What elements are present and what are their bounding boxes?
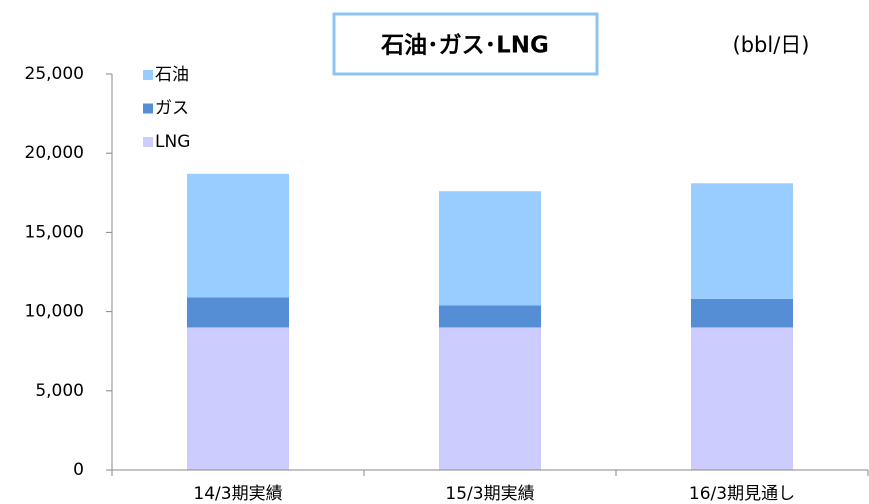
bar-segment: [187, 327, 289, 470]
bar-segment: [691, 327, 793, 470]
legend-label: ガス: [155, 99, 189, 119]
title-box: [332, 12, 599, 76]
bar-segment: [691, 298, 793, 328]
y-tick-label: 10,000: [25, 302, 84, 322]
y-tick-label: 20,000: [25, 143, 84, 163]
bar-segment: [439, 305, 541, 328]
legend-label: LNG: [155, 132, 190, 152]
y-tick-label: 5,000: [35, 381, 84, 401]
bar-segment: [187, 173, 289, 298]
bar-segment: [691, 183, 793, 299]
x-tick-label: 15/3期実績: [445, 484, 534, 504]
unit-label: (bbl/日): [733, 33, 810, 57]
y-tick-label: 25,000: [25, 64, 84, 84]
legend-swatch: [143, 70, 153, 80]
x-tick-label: 14/3期実績: [193, 484, 282, 504]
y-tick-label: 15,000: [25, 222, 84, 242]
bar-segment: [439, 327, 541, 470]
y-tick-label: 0: [73, 460, 84, 480]
legend-swatch: [143, 103, 153, 114]
legend-swatch: [143, 137, 153, 147]
bar-segment: [439, 191, 541, 306]
bar-segment: [187, 297, 289, 328]
x-tick-label: 16/3期見通し: [689, 484, 795, 504]
legend-label: 石油: [155, 65, 189, 85]
chart-title: 石油･ガス･LNG: [380, 33, 549, 59]
